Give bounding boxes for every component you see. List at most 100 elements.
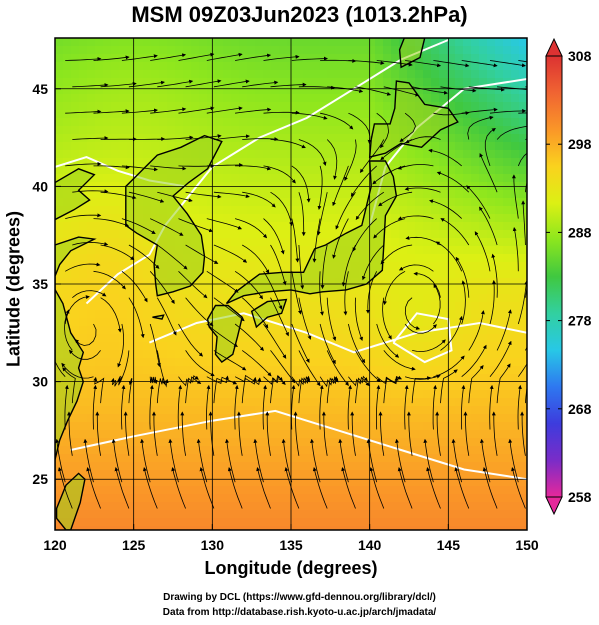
field-cell: [343, 302, 352, 311]
field-cell: [191, 102, 200, 111]
field-cell: [487, 334, 496, 343]
streamline: [312, 467, 328, 509]
field-cell: [183, 70, 192, 79]
field-cell: [151, 518, 160, 527]
field-cell: [151, 150, 160, 159]
field-cell: [95, 358, 104, 367]
field-cell: [119, 198, 128, 207]
field-cell: [375, 454, 384, 463]
field-cell: [191, 310, 200, 319]
field-cell: [87, 222, 96, 231]
field-cell: [439, 462, 448, 471]
field-cell: [199, 310, 208, 319]
field-cell: [159, 526, 168, 530]
field-cell: [343, 198, 352, 207]
field-cell: [127, 382, 136, 391]
field-cell: [303, 70, 312, 79]
field-cell: [119, 294, 128, 303]
field-cell: [423, 342, 432, 351]
streamline: [55, 360, 66, 377]
field-cell: [455, 142, 464, 151]
field-cell: [319, 78, 328, 87]
field-cell: [503, 510, 512, 519]
field-cell: [303, 230, 312, 239]
field-cell: [479, 278, 488, 287]
field-cell: [159, 446, 168, 455]
field-cell: [239, 230, 248, 239]
streamline: [68, 349, 101, 360]
field-cell: [247, 358, 256, 367]
field-cell: [303, 206, 312, 215]
field-cell: [463, 198, 472, 207]
field-cell: [247, 158, 256, 167]
field-cell: [415, 262, 424, 271]
field-cell: [95, 270, 104, 279]
field-cell: [495, 350, 504, 359]
field-cell: [63, 302, 72, 311]
streamline: [380, 244, 413, 265]
field-cell: [423, 478, 432, 487]
field-cell: [407, 262, 416, 271]
field-cell: [95, 254, 104, 263]
field-cell: [423, 470, 432, 479]
field-cell: [183, 38, 192, 47]
field-cell: [119, 310, 128, 319]
field-cell: [343, 390, 352, 399]
field-cell: [519, 246, 527, 255]
field-cell: [311, 390, 320, 399]
field-cell: [431, 134, 440, 143]
field-cell: [247, 38, 256, 47]
field-cell: [255, 486, 264, 495]
field-cell: [159, 102, 168, 111]
field-cell: [207, 486, 216, 495]
field-cell: [399, 398, 408, 407]
field-cell: [119, 454, 128, 463]
field-cell: [407, 414, 416, 423]
field-cell: [375, 270, 384, 279]
field-cell: [431, 158, 440, 167]
field-cell: [439, 358, 448, 367]
field-cell: [135, 62, 144, 71]
field-cell: [103, 302, 112, 311]
field-cell: [135, 238, 144, 247]
field-cell: [455, 382, 464, 391]
field-cell: [247, 270, 256, 279]
field-cell: [407, 526, 416, 530]
field-cell: [327, 222, 336, 231]
field-cell: [327, 526, 336, 530]
field-cell: [207, 62, 216, 71]
streamline: [433, 283, 441, 325]
streamline: [298, 350, 321, 387]
field-cell: [143, 102, 152, 111]
streamline: [428, 148, 462, 167]
field-cell: [399, 350, 408, 359]
field-cell: [175, 430, 184, 439]
field-cell: [471, 502, 480, 511]
field-cell: [231, 46, 240, 55]
field-cell: [511, 198, 520, 207]
field-cell: [151, 382, 160, 391]
streamline: [121, 54, 158, 61]
field-cell: [519, 502, 527, 511]
field-cell: [79, 230, 88, 239]
field-cell: [247, 294, 256, 303]
field-cell: [199, 334, 208, 343]
field-cell: [375, 430, 384, 439]
credit-data: Data from http://database.rish.kyoto-u.a…: [162, 607, 437, 618]
field-cell: [159, 342, 168, 351]
field-cell: [367, 358, 376, 367]
field-cell: [439, 238, 448, 247]
field-cell: [463, 390, 472, 399]
field-cell: [455, 158, 464, 167]
field-cell: [351, 318, 360, 327]
field-cell: [263, 342, 272, 351]
field-cell: [439, 302, 448, 311]
field-cell: [127, 294, 136, 303]
field-cell: [319, 478, 328, 487]
field-cell: [295, 470, 304, 479]
field-cell: [439, 46, 448, 55]
field-cell: [495, 270, 504, 279]
streamline: [270, 244, 287, 286]
streamline: [433, 60, 470, 68]
field-cell: [319, 350, 328, 359]
